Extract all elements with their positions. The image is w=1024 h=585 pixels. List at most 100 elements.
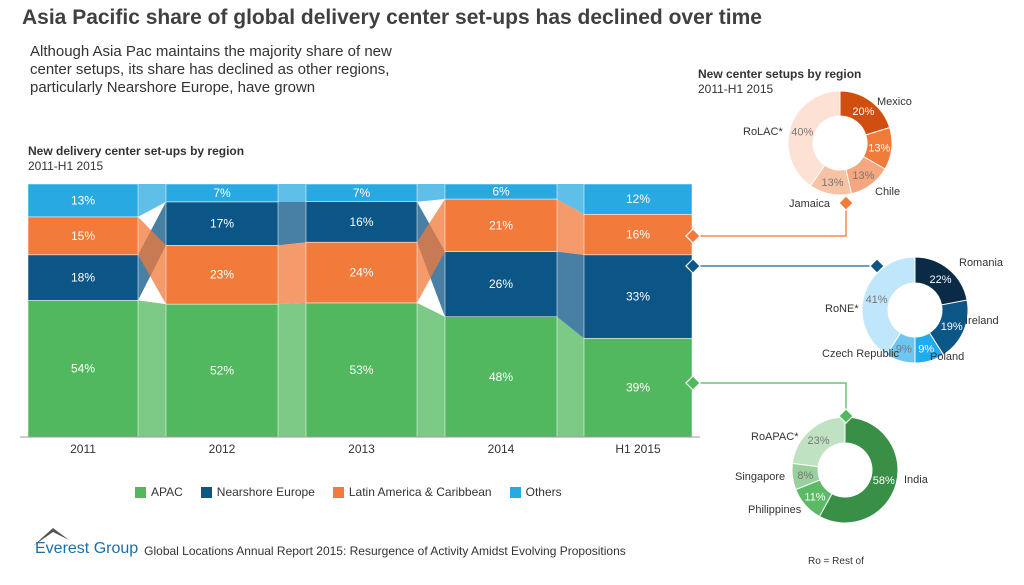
- diamond-marker: [869, 258, 885, 274]
- legend: APAC Nearshore Europe Latin America & Ca…: [135, 485, 562, 499]
- data-label: 53%: [349, 363, 373, 377]
- bar-segment: [444, 183, 558, 200]
- donut-data-label: 58%: [873, 475, 895, 487]
- data-label: 12%: [626, 192, 650, 206]
- data-label: 24%: [349, 266, 373, 280]
- bar-segment: [444, 251, 558, 318]
- donut-data-label: 8%: [797, 470, 813, 482]
- legend-label: Others: [525, 485, 562, 499]
- x-tick-label: 2011: [70, 442, 96, 456]
- data-label: 17%: [210, 217, 234, 231]
- donut-slice: [787, 90, 841, 187]
- legend-swatch: [200, 486, 212, 498]
- legend-swatch: [509, 486, 521, 498]
- label-rone: RoNE*: [825, 303, 859, 315]
- bar-segment: [583, 183, 693, 215]
- bar-segment: [305, 302, 418, 438]
- donut-chart-title: New center setups by region: [698, 67, 862, 81]
- connector-apac: [557, 316, 584, 437]
- label-czech-republic: Czech Republic: [822, 348, 900, 360]
- bar-segment: [583, 254, 693, 339]
- connector-others: [417, 184, 445, 202]
- donut-data-label: 9%: [896, 343, 912, 355]
- everest-logo-icon: [33, 528, 69, 546]
- donut-data-label: 20%: [852, 106, 874, 118]
- data-label: 26%: [489, 277, 513, 291]
- connector-nearshore-europe: [557, 251, 584, 339]
- label-mexico: Mexico: [877, 96, 912, 108]
- bar-segment: [165, 303, 279, 438]
- label-jamaica: Jamaica: [789, 198, 830, 210]
- data-label: 23%: [210, 268, 234, 282]
- legend-label: APAC: [151, 485, 183, 499]
- label-romania: Romania: [959, 257, 1004, 269]
- label-ireland: Ireland: [965, 315, 999, 327]
- legend-label: Latin America & Caribbean: [348, 485, 492, 499]
- label-roapac: RoAPAC*: [751, 431, 799, 443]
- bar-segment: [305, 183, 418, 202]
- bar-chart-subtitle: 2011-H1 2015: [28, 159, 104, 173]
- donut-slice: [818, 416, 899, 524]
- bar-segment: [444, 316, 558, 438]
- bar-segment: [27, 216, 139, 256]
- data-label: 16%: [626, 228, 650, 242]
- connector-latin-america-caribbean: [557, 199, 584, 255]
- legend-item-others: Others: [509, 485, 562, 499]
- bar-segment: [165, 245, 279, 305]
- donut-data-label: 13%: [822, 177, 844, 189]
- x-tick-label: H1 2015: [615, 442, 661, 456]
- x-tick-label: 2014: [488, 442, 515, 456]
- bar-segment: [27, 300, 139, 438]
- bar-segment: [305, 241, 418, 304]
- diamond-marker: [685, 228, 701, 244]
- label-india: India: [904, 474, 928, 486]
- data-label: 16%: [349, 215, 373, 229]
- bar-segment: [444, 198, 558, 252]
- donut-data-label: 13%: [868, 142, 890, 154]
- legend-item-nearshore: Nearshore Europe: [200, 485, 315, 499]
- x-tick-label: 2012: [209, 442, 236, 456]
- footer: Everest Group Global Locations Annual Re…: [33, 528, 626, 558]
- connector-apac: [138, 300, 166, 437]
- data-label: 33%: [626, 290, 650, 304]
- bar-segment: [27, 183, 139, 218]
- legend-item-apac: APAC: [135, 485, 183, 499]
- connector-apac: [417, 302, 445, 437]
- data-label: 13%: [71, 193, 95, 207]
- data-label: 54%: [71, 362, 95, 376]
- connector-others: [278, 184, 306, 202]
- data-label: 6%: [492, 185, 510, 199]
- diamond-marker: [685, 375, 701, 391]
- data-label: 39%: [626, 381, 650, 395]
- report-title: Global Locations Annual Report 2015: Res…: [144, 544, 626, 558]
- data-label: 48%: [489, 370, 513, 384]
- donut-data-label: 19%: [941, 321, 963, 333]
- donut-data-label: 9%: [918, 343, 934, 355]
- connector-others: [138, 184, 166, 217]
- subtitle: Although Asia Pac maintains the majority…: [30, 43, 392, 96]
- connector-nearshore-europe: [278, 201, 306, 246]
- label-chile: Chile: [875, 186, 901, 198]
- legend-item-latam: Latin America & Caribbean: [332, 485, 492, 499]
- legend-swatch: [135, 486, 146, 498]
- bar-segment: [583, 338, 693, 438]
- donut-data-label: 40%: [791, 126, 813, 138]
- data-label: 52%: [210, 364, 234, 378]
- label-poland: Poland: [930, 351, 965, 363]
- donut-data-label: 23%: [808, 435, 830, 447]
- data-label: 7%: [353, 186, 371, 200]
- data-label: 18%: [71, 271, 95, 285]
- connector-others: [557, 184, 584, 215]
- connector-latin-america-caribbean: [278, 242, 306, 305]
- legend-swatch: [332, 486, 344, 498]
- brand-name: Everest Group: [35, 540, 139, 557]
- footnote: Ro = Rest of: [808, 556, 864, 567]
- connector-latin-america-caribbean: [417, 199, 445, 303]
- legend-label: Nearshore Europe: [216, 485, 315, 499]
- donut-slice: [861, 256, 916, 356]
- bar-segment: [165, 201, 279, 246]
- bar-segment: [165, 183, 279, 203]
- page-title: Asia Pacific share of global delivery ce…: [22, 6, 762, 29]
- data-label: 21%: [489, 218, 513, 232]
